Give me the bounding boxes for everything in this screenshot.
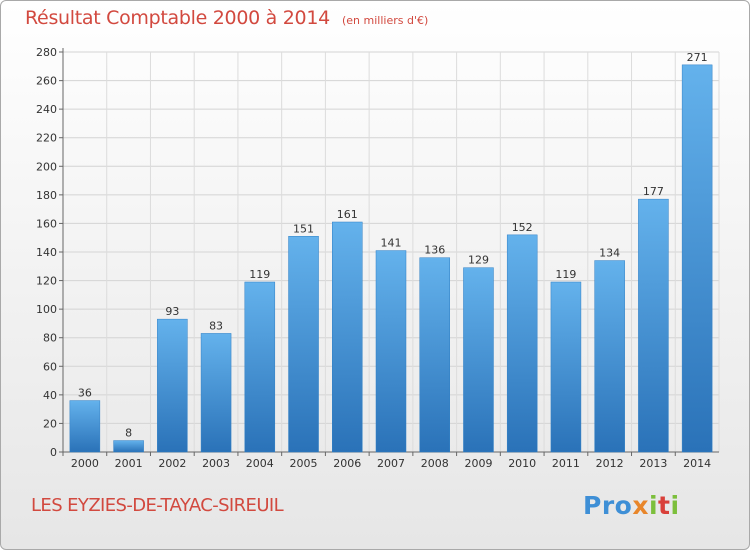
y-tick-label: 0 [50, 446, 57, 459]
y-tick-label: 280 [36, 46, 57, 59]
bar-layer [69, 64, 713, 453]
value-label-2007: 141 [381, 237, 402, 250]
x-tick-label-2004: 2004 [246, 457, 274, 470]
value-label-2005: 151 [293, 222, 314, 235]
bar-2003 [200, 333, 232, 453]
y-tick-label: 140 [36, 246, 57, 259]
commune-name: LES EYZIES-DE-TAYAC-SIREUIL [31, 495, 284, 516]
x-tick-label-2007: 2007 [377, 457, 405, 470]
y-tick-label: 120 [36, 275, 57, 288]
proxiti-logo: Proxiti [583, 491, 680, 520]
x-tick-label-2014: 2014 [683, 457, 711, 470]
y-tick-label: 220 [36, 132, 57, 145]
y-tick-label: 40 [43, 389, 57, 402]
x-tick-label-2011: 2011 [552, 457, 580, 470]
bar-2004 [244, 281, 276, 453]
bar-2010 [506, 234, 538, 453]
value-label-2009: 129 [468, 254, 489, 267]
x-tick-label-2006: 2006 [333, 457, 361, 470]
value-label-2008: 136 [424, 244, 445, 257]
bar-2008 [419, 257, 450, 453]
bar-2012 [594, 260, 625, 453]
x-tick-label-2001: 2001 [115, 457, 143, 470]
value-label-2012: 134 [599, 247, 620, 260]
label-layer: 2000 36 2001 8 2002 93 2003 83 2004 119 2005 151 200… [71, 51, 711, 470]
value-label-2010: 152 [512, 221, 533, 234]
y-tick-label: 60 [43, 360, 57, 373]
value-label-2002: 93 [165, 305, 179, 318]
bar-2007 [375, 250, 407, 453]
bar-2014 [681, 64, 713, 453]
x-tick-label-2013: 2013 [639, 457, 667, 470]
x-tick-label-2012: 2012 [596, 457, 624, 470]
bar-2000 [69, 400, 101, 453]
value-label-2014: 271 [687, 51, 708, 64]
bar-2001 [113, 440, 144, 453]
x-tick-label-2000: 2000 [71, 457, 99, 470]
y-tick-label: 100 [36, 303, 57, 316]
x-tick-label-2010: 2010 [508, 457, 536, 470]
y-tick-label: 160 [36, 217, 57, 230]
y-tick-label: 180 [36, 189, 57, 202]
x-tick-label-2009: 2009 [464, 457, 492, 470]
value-label-2006: 161 [337, 208, 358, 221]
value-label-2011: 119 [555, 268, 576, 281]
value-label-2003: 83 [209, 319, 223, 332]
y-tick-label: 200 [36, 160, 57, 173]
y-tick-label: 80 [43, 332, 57, 345]
y-tick-label: 260 [36, 75, 57, 88]
bar-2009 [463, 267, 494, 453]
x-tick-label-2005: 2005 [290, 457, 318, 470]
y-tick-label: 20 [43, 417, 57, 430]
value-label-2004: 119 [249, 268, 270, 281]
bar-2013 [638, 198, 669, 453]
value-label-2001: 8 [125, 427, 132, 440]
value-label-2000: 36 [78, 387, 92, 400]
bar-2011 [550, 281, 582, 453]
bar-2002 [157, 318, 188, 453]
x-tick-label-2008: 2008 [421, 457, 449, 470]
bar-2006 [332, 221, 363, 453]
x-tick-label-2002: 2002 [158, 457, 186, 470]
bar-2005 [288, 236, 319, 453]
y-tick-label: 240 [36, 103, 57, 116]
value-label-2013: 177 [643, 185, 664, 198]
chart-title: Résultat Comptable 2000 à 2014 [25, 7, 330, 29]
chart-unit: (en milliers d'€) [342, 14, 429, 27]
x-tick-label-2003: 2003 [202, 457, 230, 470]
